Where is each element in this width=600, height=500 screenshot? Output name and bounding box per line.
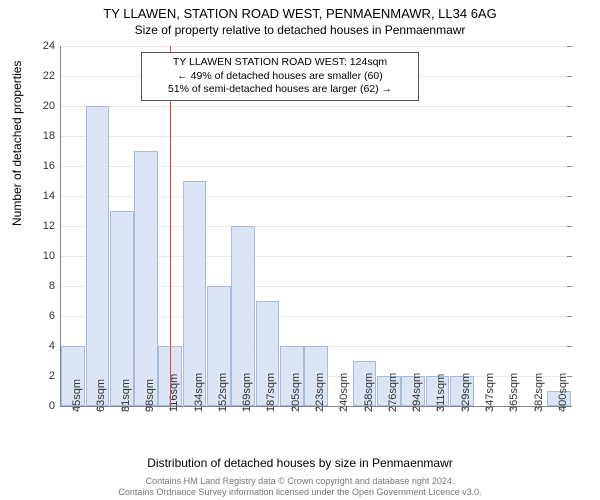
ytick-label: 6 <box>49 310 61 322</box>
ytick-mark <box>567 166 572 167</box>
xtick-label: 276sqm <box>387 373 399 412</box>
caption-line-1: Contains HM Land Registry data © Crown c… <box>0 476 600 487</box>
xtick-label: 169sqm <box>241 373 253 412</box>
annotation-line-3: 51% of semi-detached houses are larger (… <box>148 83 412 97</box>
xtick-label: 98sqm <box>144 379 156 412</box>
ytick-mark <box>567 346 572 347</box>
ytick-label: 2 <box>49 370 61 382</box>
ytick-mark <box>567 196 572 197</box>
ytick-label: 8 <box>49 280 61 292</box>
xtick-label: 347sqm <box>484 373 496 412</box>
bar <box>86 106 110 406</box>
ytick-mark <box>567 76 572 77</box>
xtick-label: 63sqm <box>95 379 107 412</box>
xtick-label: 294sqm <box>411 373 423 412</box>
xtick-label: 45sqm <box>71 379 83 412</box>
xtick-label: 311sqm <box>435 374 447 412</box>
ytick-mark <box>567 286 572 287</box>
xtick-label: 258sqm <box>363 373 375 412</box>
ytick-label: 0 <box>49 400 61 412</box>
xtick-label: 81sqm <box>120 379 132 412</box>
property-size-chart: TY LLAWEN, STATION ROAD WEST, PENMAENMAW… <box>0 0 600 500</box>
xtick-label: 382sqm <box>533 373 545 412</box>
ytick-mark <box>567 226 572 227</box>
xtick-label: 365sqm <box>508 373 520 412</box>
x-axis-label: Distribution of detached houses by size … <box>0 456 600 470</box>
gridline <box>61 106 571 107</box>
ytick-mark <box>567 316 572 317</box>
xtick-label: 134sqm <box>193 373 205 412</box>
ytick-mark <box>567 106 572 107</box>
gridline <box>61 136 571 137</box>
ytick-label: 22 <box>43 70 61 82</box>
xtick-label: 152sqm <box>217 373 229 412</box>
ytick-label: 16 <box>43 160 61 172</box>
xtick-label: 205sqm <box>290 373 302 412</box>
xtick-label: 329sqm <box>460 373 472 412</box>
ytick-label: 20 <box>43 100 61 112</box>
xtick-label: 400sqm <box>557 373 569 412</box>
ytick-label: 10 <box>43 250 61 262</box>
gridline <box>61 46 571 47</box>
ytick-mark <box>567 136 572 137</box>
ytick-label: 12 <box>43 220 61 232</box>
chart-caption: Contains HM Land Registry data © Crown c… <box>0 476 600 498</box>
ytick-label: 14 <box>43 190 61 202</box>
ytick-mark <box>567 256 572 257</box>
annotation-line-1: TY LLAWEN STATION ROAD WEST: 124sqm <box>148 56 412 70</box>
chart-subtitle: Size of property relative to detached ho… <box>0 21 600 37</box>
plot-area: TY LLAWEN STATION ROAD WEST: 124sqm ← 49… <box>60 46 571 407</box>
reference-annotation: TY LLAWEN STATION ROAD WEST: 124sqm ← 49… <box>141 52 419 101</box>
chart-title: TY LLAWEN, STATION ROAD WEST, PENMAENMAW… <box>0 0 600 21</box>
xtick-label: 187sqm <box>265 373 277 412</box>
xtick-label: 240sqm <box>338 373 350 412</box>
ytick-label: 4 <box>49 340 61 352</box>
y-axis-label: Number of detached properties <box>10 61 24 226</box>
ytick-label: 18 <box>43 130 61 142</box>
ytick-mark <box>567 46 572 47</box>
caption-line-2: Contains Ordnance Survey information lic… <box>0 487 600 498</box>
bar <box>134 151 158 406</box>
ytick-label: 24 <box>43 40 61 52</box>
xtick-label: 223sqm <box>314 373 326 412</box>
annotation-line-2: ← 49% of detached houses are smaller (60… <box>148 70 412 84</box>
bar <box>110 211 134 406</box>
